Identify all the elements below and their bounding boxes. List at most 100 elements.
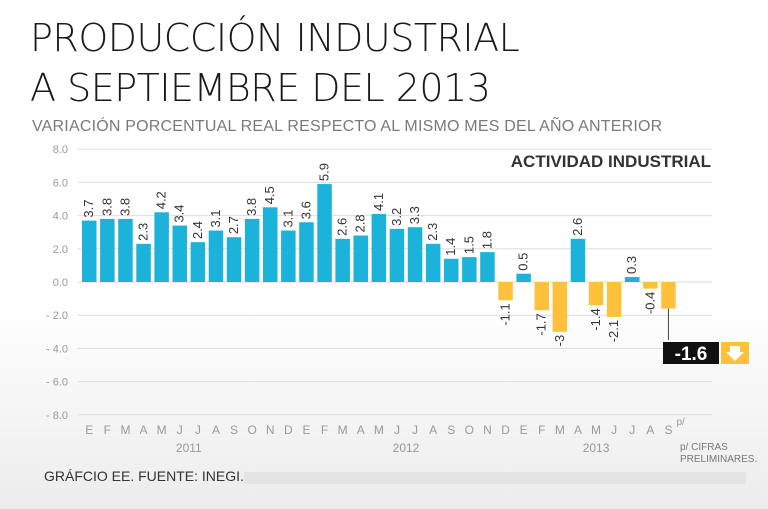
preliminary-note: p/ CIFRAS PRELIMINARES. — [680, 442, 758, 465]
month-tick-label: J — [611, 423, 617, 437]
month-tick-label: M — [120, 423, 130, 437]
month-tick-label: A — [429, 423, 437, 437]
bar — [606, 282, 622, 317]
bar — [444, 258, 459, 282]
month-tick-label: J — [195, 423, 201, 437]
y-tick-label: 8.0 — [53, 144, 68, 156]
bar — [299, 222, 314, 282]
year-label: 2012 — [393, 441, 420, 455]
month-tick-label: J — [629, 423, 635, 437]
value-label: -2.1 — [606, 320, 621, 342]
bar-series — [82, 184, 676, 332]
bar — [643, 282, 658, 289]
value-label: 3.8 — [244, 198, 259, 216]
bar — [136, 243, 151, 282]
value-label: 5.9 — [317, 163, 332, 181]
value-label: 3.8 — [99, 198, 114, 216]
bar — [588, 282, 604, 306]
value-label: 2.7 — [226, 216, 241, 234]
value-label: 4.1 — [371, 193, 386, 211]
bar — [552, 282, 568, 332]
bar — [661, 282, 676, 309]
value-label: 4.2 — [154, 191, 169, 209]
month-tick-label: S — [230, 423, 238, 437]
value-label: -1.7 — [534, 313, 549, 335]
month-tick-label: A — [212, 423, 220, 437]
bar — [190, 242, 206, 282]
preliminary-marker: p/ — [676, 417, 685, 428]
month-tick-label: N — [483, 423, 492, 437]
y-tick-label: 0.0 — [53, 277, 68, 289]
bar — [480, 252, 495, 282]
bar — [226, 237, 242, 282]
bar — [335, 238, 350, 282]
bar — [498, 282, 513, 301]
month-tick-label: E — [302, 423, 310, 437]
bar — [389, 228, 405, 282]
month-tick-label: S — [664, 423, 672, 437]
bar — [82, 220, 97, 282]
bar — [244, 218, 260, 282]
value-label: 0.5 — [516, 253, 531, 271]
month-tick-label: O — [465, 423, 474, 437]
value-label: 3.2 — [389, 208, 404, 226]
y-tick-label: - 6.0 — [46, 377, 68, 389]
month-tick-label: J — [177, 423, 183, 437]
value-label: 4.5 — [262, 186, 277, 204]
month-tick-label: A — [357, 423, 365, 437]
month-tick-label: D — [284, 423, 293, 437]
footer-bar — [244, 472, 746, 484]
year-label: 2011 — [176, 441, 202, 455]
value-label: 3.4 — [172, 204, 187, 222]
value-label: -1.1 — [498, 303, 513, 325]
bar — [534, 282, 549, 311]
value-label: -3 — [552, 335, 567, 347]
month-tick-label: M — [157, 423, 167, 437]
value-label: -1.4 — [588, 308, 603, 330]
chart-subtitle: VARIACIÓN PORCENTUAL REAL RESPECTO AL MI… — [32, 118, 663, 135]
value-label: 0.3 — [624, 256, 639, 274]
bar — [407, 227, 423, 282]
value-label: 3.1 — [208, 209, 223, 227]
highlight-value: -1.6 — [675, 344, 708, 365]
month-tick-label: D — [501, 423, 510, 437]
month-tick-label: O — [247, 423, 256, 437]
bar — [263, 207, 278, 282]
value-label: 1.4 — [443, 238, 458, 256]
source-footer: GRÁFCIO EE. FUENTE: INEGI. — [44, 468, 244, 484]
value-label: 3.7 — [81, 200, 96, 218]
value-label: 3.8 — [117, 198, 132, 216]
bar — [118, 218, 133, 282]
month-tick-label: E — [520, 423, 528, 437]
month-tick-label: F — [538, 423, 545, 437]
x-axis-ticks: E F M A M J J A S O N D E F M A M J J A S O N D E F M A M J J A Sp/ — [85, 417, 685, 437]
value-labels: 3.7 3.8 3.82.34.23.42.43.1 2.73.84.53.1 3.65… — [81, 163, 657, 346]
bar — [516, 273, 531, 282]
year-label: 2013 — [583, 441, 610, 455]
bar — [281, 230, 296, 282]
value-label: 2.3 — [136, 223, 151, 241]
bar — [353, 235, 368, 282]
page-title-line-2: A SEPTIEMBRE DEL 2013 — [30, 66, 491, 110]
bar — [208, 230, 224, 282]
bar — [462, 257, 477, 282]
y-axis-ticks: 8.0 6.0 4.0 2.0 0.0 - 2.0 - 4.0 - 6.0 - 8.0 — [46, 144, 68, 422]
month-tick-label: A — [574, 423, 582, 437]
y-tick-label: 6.0 — [53, 177, 68, 189]
month-tick-label: J — [394, 423, 400, 437]
y-tick-label: - 2.0 — [46, 310, 68, 322]
highlight-box — [663, 342, 719, 364]
value-label: 3.6 — [298, 201, 313, 219]
month-tick-label: M — [591, 423, 601, 437]
latest-value-highlight: -1.6 — [663, 308, 749, 365]
series-name-label: ACTIVIDAD INDUSTRIAL — [511, 152, 711, 171]
month-tick-label: A — [646, 423, 654, 437]
down-arrow-icon — [726, 346, 744, 361]
bar — [100, 218, 115, 282]
month-tick-label: F — [321, 423, 328, 437]
y-tick-label: 2.0 — [53, 244, 68, 256]
value-label: 2.8 — [353, 214, 368, 232]
month-tick-label: M — [338, 423, 348, 437]
bar — [172, 225, 187, 282]
